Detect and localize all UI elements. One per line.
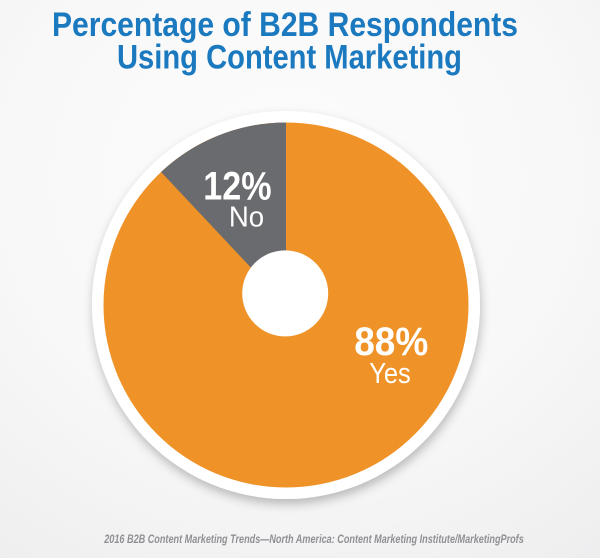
svg-text:No: No (229, 202, 264, 234)
svg-text:12%: 12% (203, 165, 271, 209)
svg-text:88%: 88% (354, 320, 428, 364)
svg-text:Using Content Marketing: Using Content Marketing (117, 39, 462, 77)
svg-text:2016 B2B Content Marketing Tre: 2016 B2B Content Marketing Trends—North … (103, 534, 523, 546)
svg-text:Percentage of B2B Respondents: Percentage of B2B Respondents (52, 6, 518, 44)
svg-text:Yes: Yes (369, 358, 411, 390)
